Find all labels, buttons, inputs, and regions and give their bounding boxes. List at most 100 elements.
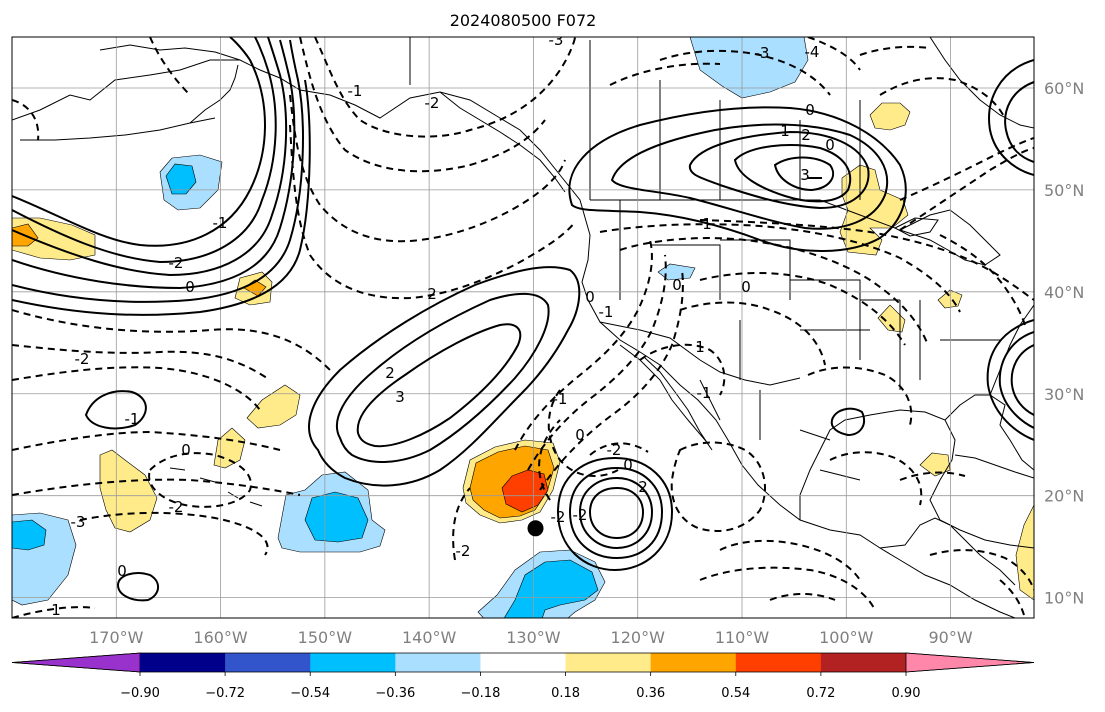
latitude-label: 10°N — [1044, 589, 1084, 608]
contour-line — [149, 37, 191, 96]
contour-line — [556, 456, 674, 572]
lake-superior — [893, 217, 939, 237]
contour-value-label: 2 — [801, 126, 811, 144]
anomaly-negative-054-alaska — [165, 163, 197, 195]
contour-line — [539, 269, 684, 491]
longitude-label: 100°W — [819, 628, 874, 647]
contour-value-label: -3 — [71, 513, 86, 531]
coastlines-and-borders — [12, 37, 1034, 618]
contour-line — [733, 144, 852, 203]
contour-line — [116, 572, 159, 602]
contour-line — [769, 593, 836, 601]
longitude-label: 140°W — [402, 628, 457, 647]
contour-line — [578, 476, 654, 550]
contour-line — [452, 487, 471, 561]
longitude-label: 150°W — [298, 628, 353, 647]
contour-line — [12, 430, 281, 451]
contour-value-label: -1 — [348, 82, 363, 100]
contour-value-label: -2 — [456, 542, 471, 560]
us-mexico-border — [599, 321, 801, 386]
colorbar-segment — [480, 653, 567, 672]
contour-value-label: -2 — [169, 254, 184, 272]
contour-line — [659, 49, 831, 96]
latitude-label: 30°N — [1044, 385, 1084, 404]
colorbar-segment — [395, 653, 481, 672]
contour-value-label: -1 — [213, 214, 228, 232]
anomaly-negative-054-far-west — [12, 519, 47, 551]
contour-line — [719, 539, 861, 581]
contour-line — [929, 549, 1034, 591]
contour-line — [84, 390, 147, 430]
latitude-label: 40°N — [1044, 283, 1084, 302]
contour-line — [12, 39, 296, 290]
alaska-panhandle — [439, 91, 566, 193]
contour-line — [998, 331, 1034, 429]
colorbar-tick-label: −0.72 — [205, 686, 245, 701]
latitude-label: 20°N — [1044, 487, 1084, 506]
contour-line — [12, 606, 96, 618]
contour-line — [899, 471, 966, 481]
anomaly-negative-054-south — [503, 559, 599, 618]
contour-value-label: 3 — [800, 166, 810, 184]
colorbar-segment — [820, 653, 907, 672]
contour-line — [599, 223, 961, 313]
anomaly-negative-036-great-basin — [657, 263, 696, 281]
latitude-label: 60°N — [1044, 79, 1084, 98]
contour-value-label: -3 — [755, 44, 770, 62]
hawaiian-islands — [169, 467, 263, 507]
canada-us-border — [590, 199, 896, 229]
contour-line — [589, 442, 649, 456]
contour-value-label: 0 — [181, 441, 191, 459]
contour-line — [12, 344, 271, 381]
longitude-label: 90°W — [928, 628, 972, 647]
contour-line — [568, 466, 664, 560]
contour-value-label: 1 — [51, 601, 61, 619]
colorbar-extend-low — [11, 652, 141, 673]
contour-line — [12, 366, 261, 411]
contour-line — [588, 486, 645, 540]
map-frame — [11, 36, 1035, 619]
latitude-labels: 60°N 50°N 40°N 30°N 20°N 10°N — [1044, 79, 1084, 608]
contour-line — [289, 124, 576, 300]
contour-line — [610, 123, 889, 230]
contour-value-label: -2 — [573, 506, 588, 524]
contour-line — [773, 156, 835, 192]
cuba — [954, 454, 1034, 479]
contour-line — [1010, 344, 1034, 416]
contour-value-label: 1 — [695, 338, 705, 356]
contour-line — [879, 77, 1006, 119]
contour-line — [12, 478, 301, 496]
contour-line — [568, 106, 907, 252]
longitude-label: 130°W — [506, 628, 561, 647]
contour-line — [699, 566, 876, 611]
contour-line — [335, 292, 550, 463]
anomaly-negative-036-canada — [689, 37, 809, 99]
contour-line — [299, 37, 546, 173]
anomaly-positive-036-subtropical — [246, 384, 301, 429]
contour-line — [148, 452, 252, 508]
contour-line — [609, 62, 721, 86]
colorbar-extend-high — [905, 652, 1035, 673]
contour-value-label: 0 — [825, 136, 835, 154]
contour-line — [12, 99, 40, 141]
contour-value-label: 0 — [585, 288, 595, 306]
contour-value-label: 0 — [672, 276, 682, 294]
contour-value-label: 0 — [741, 278, 751, 296]
contour-line — [899, 137, 1034, 201]
great-lakes — [898, 209, 1001, 266]
graticule — [12, 37, 1034, 618]
longitude-labels: 170°W 160°W 150°W 140°W 130°W 120°W 110°W 100°W… — [89, 628, 973, 647]
central-america — [879, 517, 1016, 586]
contour-value-label: -1 — [553, 390, 568, 408]
positive-contours — [12, 37, 1034, 602]
contour-line — [670, 441, 766, 532]
colorbar-segment — [310, 653, 396, 672]
colorbar-segment — [735, 653, 822, 672]
contour-value-label: 1 — [702, 215, 712, 233]
contour-line — [619, 237, 929, 346]
colorbar-tick-label: 0.54 — [721, 686, 750, 701]
baja-california — [619, 344, 713, 451]
colorbar-segment — [650, 653, 737, 672]
